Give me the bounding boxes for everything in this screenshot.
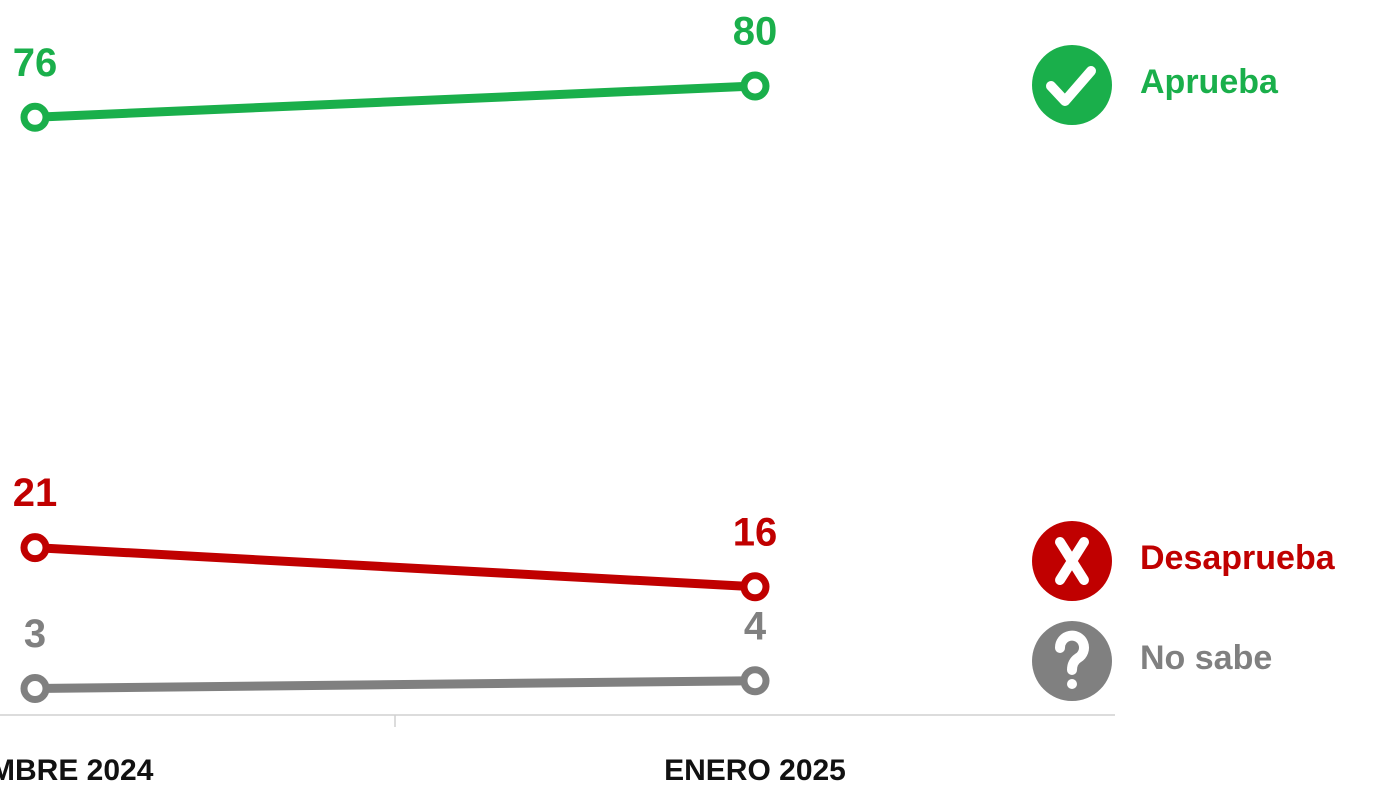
point xyxy=(740,572,770,602)
point xyxy=(20,674,50,704)
legend-glyph xyxy=(1055,630,1089,675)
series-line xyxy=(34,81,756,122)
legend-glyph xyxy=(1046,66,1096,106)
data-label: 76 xyxy=(13,41,58,85)
point xyxy=(20,533,50,563)
data-label: 16 xyxy=(733,510,778,554)
series-line xyxy=(34,543,756,592)
data-label: 3 xyxy=(24,612,46,656)
data-label: 4 xyxy=(744,604,767,648)
x-tick-label: ENERO 2025 xyxy=(664,754,846,786)
point xyxy=(740,666,770,696)
legend-icon xyxy=(1032,45,1112,125)
data-label: 21 xyxy=(13,471,58,515)
series-line xyxy=(34,676,756,694)
legend-label: Aprueba xyxy=(1140,63,1279,101)
legend-label: Desaprueba xyxy=(1140,539,1336,577)
legend-label: No sabe xyxy=(1140,639,1272,677)
legend-glyph xyxy=(1055,537,1089,585)
legend-glyph-dot xyxy=(1067,679,1077,689)
point xyxy=(740,71,770,101)
x-tick-label: MBRE 2024 xyxy=(0,754,154,786)
point xyxy=(20,102,50,132)
data-label: 80 xyxy=(733,10,778,54)
